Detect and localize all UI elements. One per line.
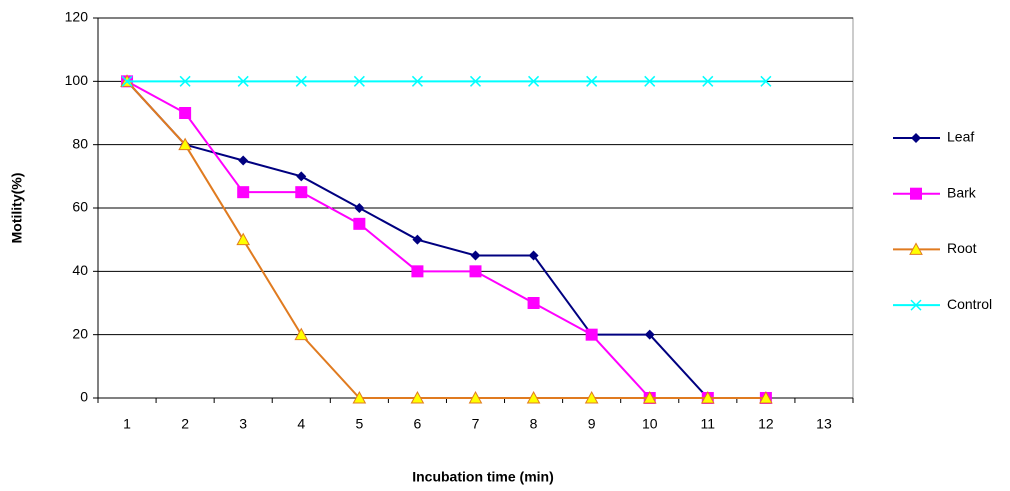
marker	[354, 203, 365, 213]
y-tick-label: 20	[72, 325, 88, 341]
marker	[295, 75, 307, 87]
marker	[179, 107, 192, 119]
marker	[468, 390, 483, 404]
x-tick-label: 2	[181, 416, 189, 432]
marker	[469, 75, 482, 87]
marker	[179, 75, 191, 87]
legend-label: Bark	[947, 184, 977, 200]
marker	[410, 390, 425, 404]
y-tick-label: 100	[65, 72, 89, 88]
x-tick-label: 9	[588, 416, 596, 432]
marker	[911, 133, 921, 143]
marker	[909, 242, 923, 255]
marker	[236, 232, 251, 246]
x-tick-label: 5	[355, 416, 363, 432]
marker	[237, 186, 250, 199]
marker	[352, 390, 367, 404]
marker	[584, 390, 599, 404]
marker	[296, 171, 307, 182]
marker	[644, 75, 656, 87]
marker	[910, 187, 922, 200]
marker	[702, 75, 714, 87]
x-axis-title: Incubation time (min)	[412, 469, 554, 485]
x-tick-label: 6	[414, 416, 422, 432]
marker	[910, 299, 922, 311]
marker	[528, 250, 539, 261]
marker	[527, 297, 540, 309]
marker	[759, 390, 773, 404]
x-tick-label: 13	[816, 416, 832, 432]
marker	[469, 265, 482, 278]
marker	[642, 390, 657, 404]
x-tick-label: 3	[239, 416, 247, 432]
marker	[526, 390, 541, 404]
x-tick-label: 11	[701, 416, 716, 432]
y-tick-label: 0	[80, 389, 88, 405]
marker	[238, 155, 249, 166]
legend-label: Root	[947, 240, 977, 256]
marker	[353, 75, 365, 87]
legend-label: Leaf	[947, 129, 974, 145]
marker	[295, 186, 308, 199]
series-line	[126, 80, 766, 399]
x-tick-label: 12	[758, 416, 774, 432]
marker	[411, 265, 424, 278]
marker	[470, 250, 481, 261]
y-axis-title: Motility(%)	[9, 173, 25, 244]
y-tick-label: 60	[72, 199, 88, 215]
y-tick-label: 80	[72, 135, 88, 151]
x-tick-label: 4	[297, 416, 305, 432]
marker	[760, 75, 772, 87]
marker	[700, 390, 715, 404]
marker	[412, 234, 423, 245]
marker	[294, 327, 309, 341]
marker	[353, 217, 366, 230]
marker	[528, 75, 540, 87]
legend-label: Control	[947, 296, 992, 312]
marker	[237, 75, 249, 87]
x-tick-label: 1	[123, 416, 131, 432]
series-line	[126, 80, 766, 399]
marker	[178, 137, 192, 151]
marker	[411, 75, 423, 87]
marker	[644, 329, 655, 340]
y-tick-label: 40	[72, 262, 88, 278]
x-tick-label: 10	[642, 416, 658, 432]
y-tick-label: 120	[65, 9, 89, 25]
x-tick-label: 7	[472, 416, 480, 432]
marker	[121, 75, 133, 87]
marker	[586, 75, 598, 87]
marker	[585, 328, 598, 341]
x-tick-label: 8	[530, 416, 538, 432]
